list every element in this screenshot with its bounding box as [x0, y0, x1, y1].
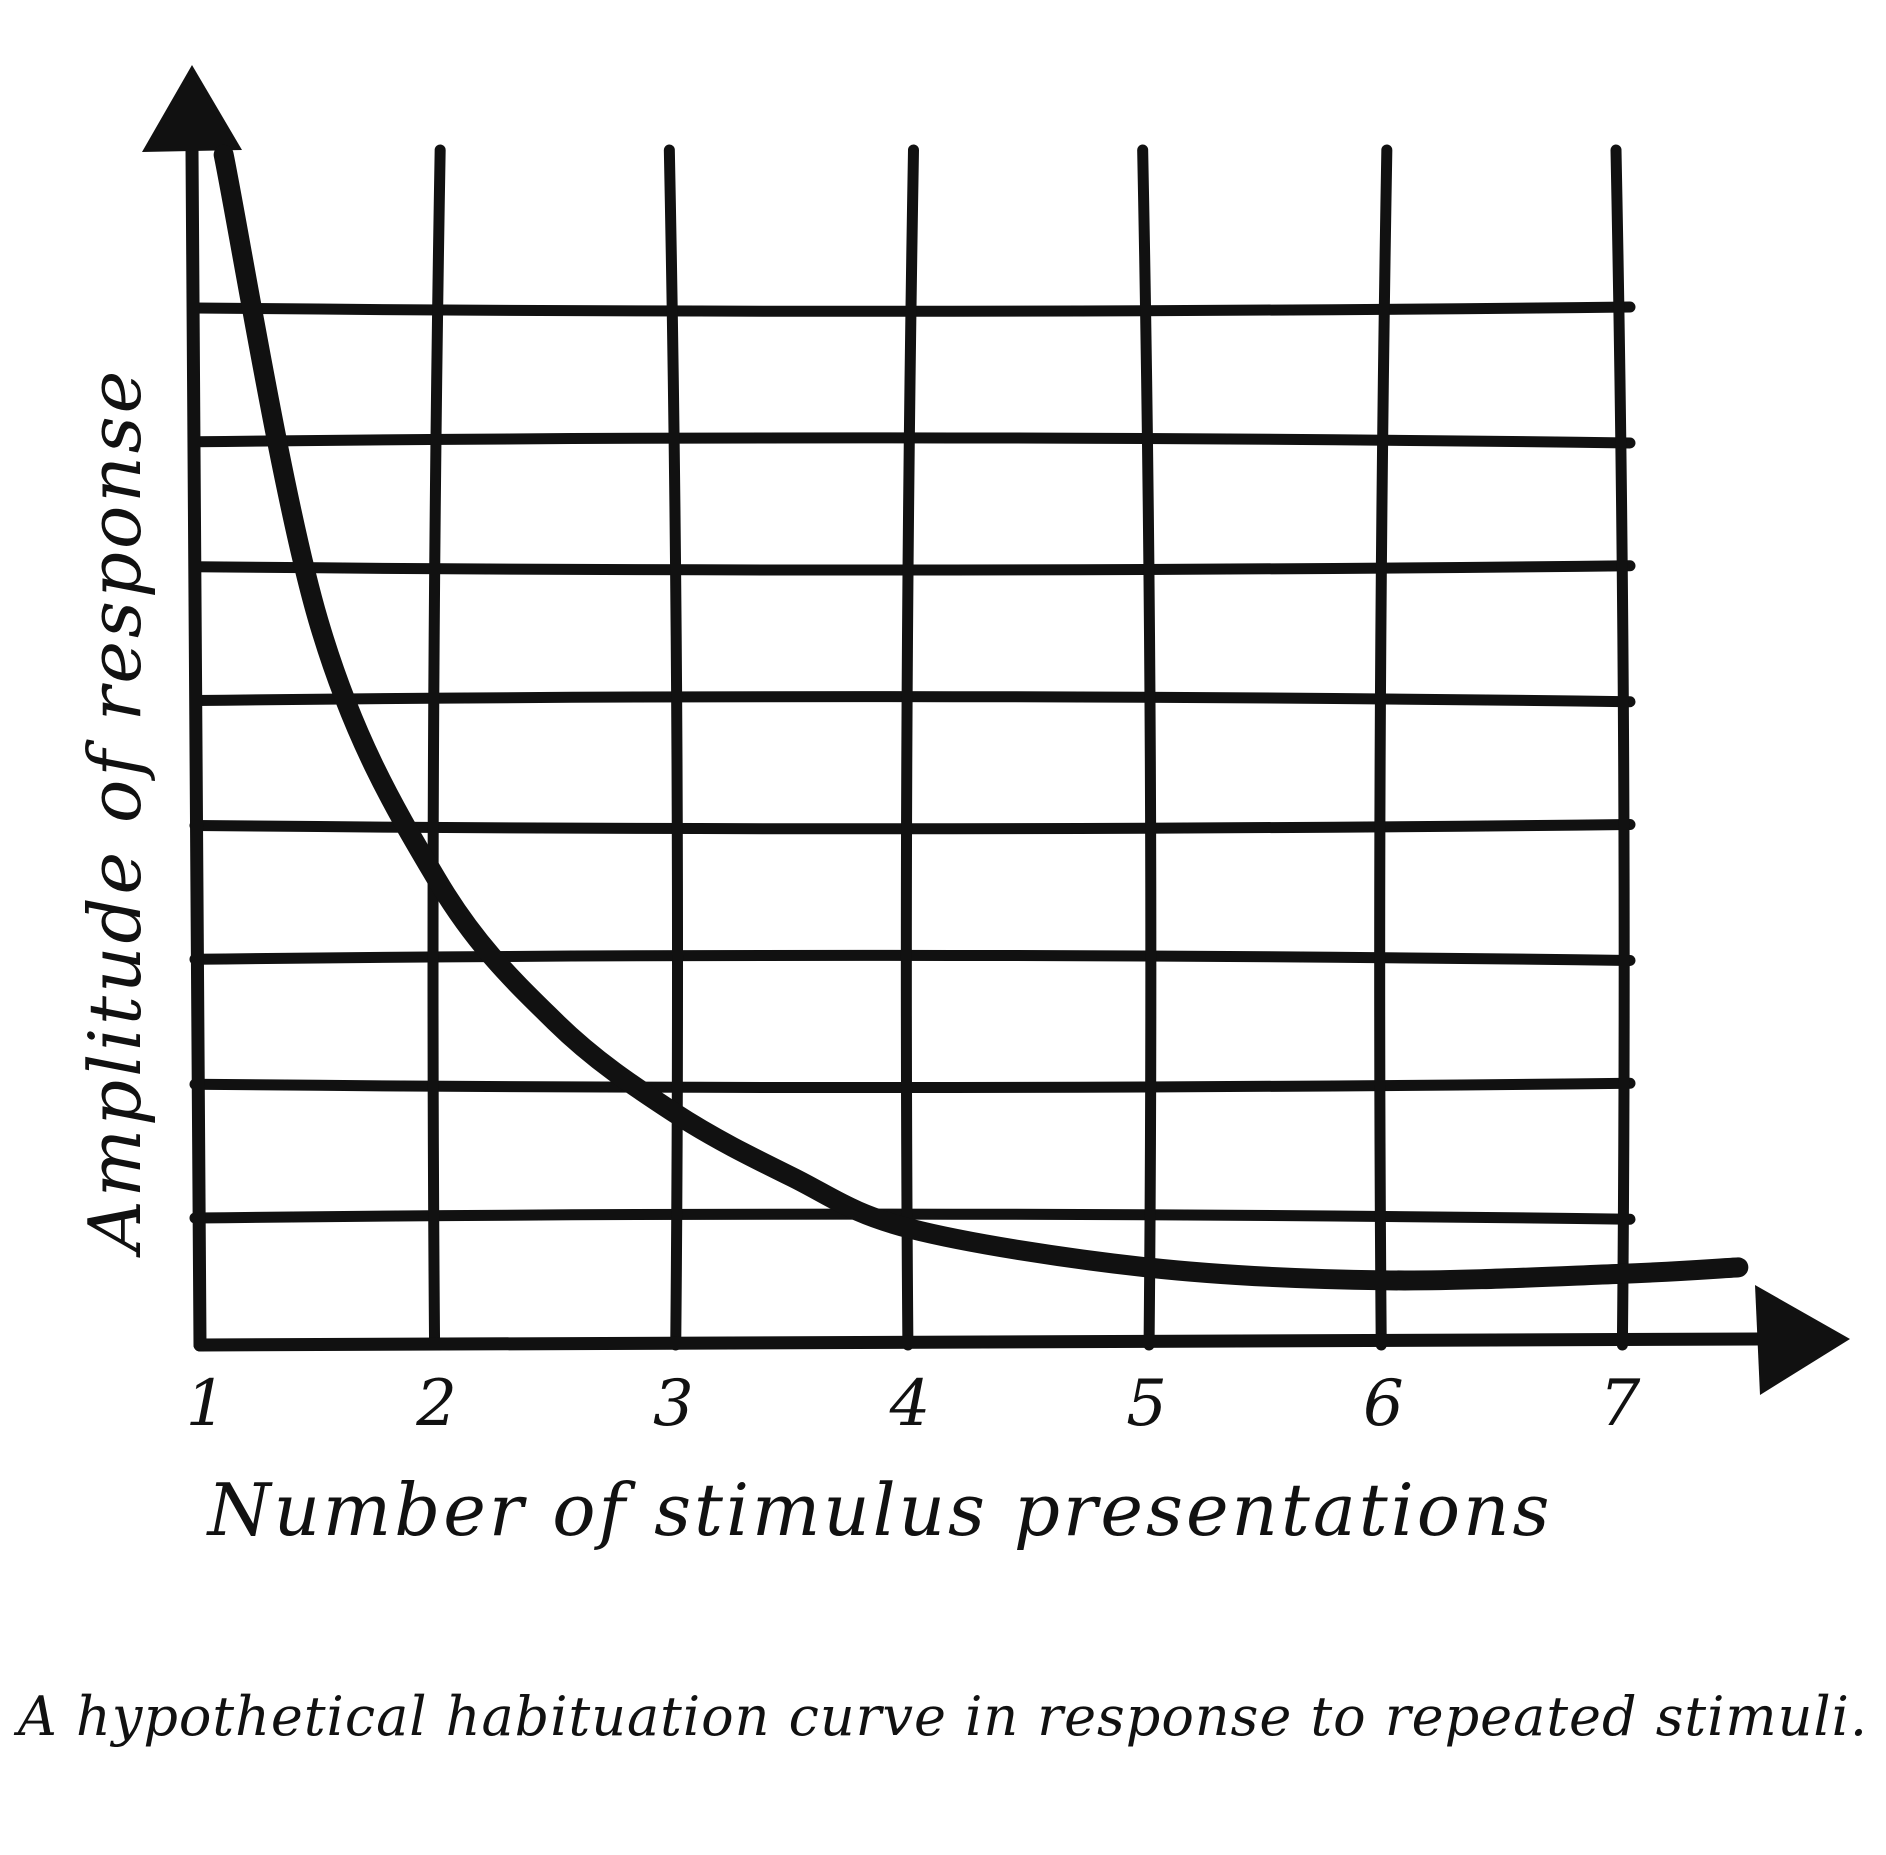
gridline-vertical — [427, 144, 446, 1351]
figure-caption: A hypothetical habituation curve in resp… — [17, 1685, 1869, 1748]
axes — [142, 65, 1850, 1395]
x-tick-label: 7 — [1600, 1367, 1641, 1441]
y-axis-title: Amplitude of response — [73, 368, 157, 1259]
y-axis-line — [185, 143, 207, 1352]
gridline-vertical — [1610, 144, 1630, 1351]
y-axis-arrowhead — [142, 65, 242, 152]
x-axis-title: Number of stimulus presentations — [206, 1468, 1553, 1552]
gridline-vertical — [900, 144, 919, 1351]
x-tick-label: 1 — [186, 1367, 227, 1441]
gridline-horizontal — [189, 949, 1636, 966]
x-tick-label: 6 — [1363, 1367, 1404, 1441]
gridline-vertical — [1137, 144, 1157, 1351]
x-tick-label: 5 — [1126, 1367, 1167, 1441]
habituation-curve — [213, 144, 1749, 1291]
x-axis-line — [193, 1332, 1767, 1352]
gridline-vertical — [663, 144, 684, 1351]
grid — [189, 144, 1636, 1351]
gridline-horizontal — [189, 1077, 1636, 1094]
gridline-vertical — [1374, 144, 1393, 1351]
x-tick-label: 2 — [415, 1367, 457, 1441]
x-tick-labels: 1 2 3 4 5 6 7 — [186, 1367, 1641, 1441]
x-axis-arrowhead — [1755, 1285, 1850, 1395]
curve-layer — [213, 144, 1749, 1291]
x-tick-label: 3 — [653, 1367, 694, 1441]
x-tick-label: 4 — [889, 1367, 931, 1441]
